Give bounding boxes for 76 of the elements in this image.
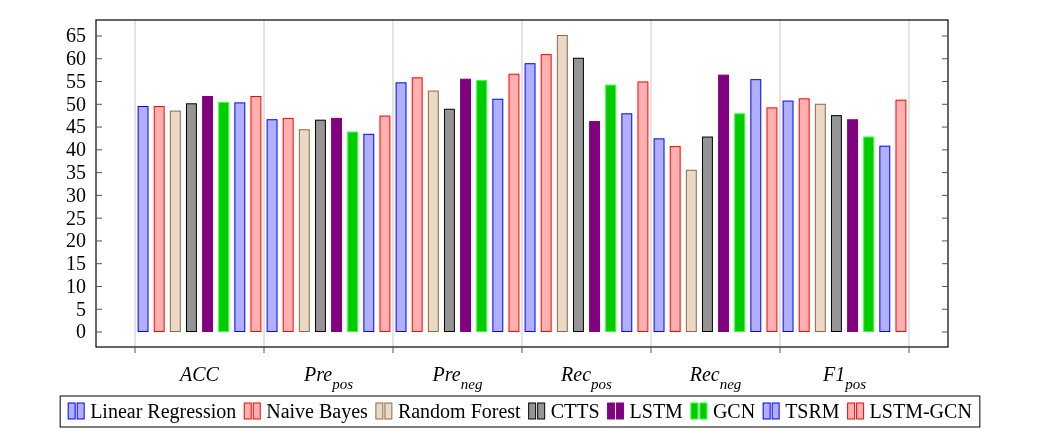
bar (621, 113, 633, 333)
bar (427, 90, 439, 333)
bar (379, 115, 391, 333)
bar (798, 98, 810, 333)
bar (750, 79, 762, 333)
y-tick-label: 10 (66, 274, 86, 297)
bar (411, 77, 423, 333)
bar (718, 74, 730, 333)
x-tick-label: Pre$_{neg}$ (431, 363, 483, 392)
y-tick-label: 0 (76, 320, 86, 343)
bar (460, 78, 472, 333)
bar (669, 146, 681, 333)
bar (218, 101, 230, 333)
y-tick-label: 35 (66, 161, 86, 184)
bar (782, 100, 794, 333)
bar (314, 119, 326, 333)
bar (202, 96, 214, 333)
legend-label: Linear Regression (90, 400, 237, 423)
bar (137, 106, 149, 333)
y-tick-label: 20 (66, 229, 86, 252)
y-tick-label: 40 (66, 138, 86, 161)
y-tick-label: 50 (66, 92, 86, 115)
bar (830, 115, 842, 333)
bar (540, 54, 552, 333)
bar (234, 102, 246, 333)
bar (653, 138, 665, 333)
bar (395, 82, 407, 333)
bar (476, 80, 488, 333)
bar (734, 113, 746, 333)
bar (492, 98, 504, 333)
bar (701, 136, 713, 333)
x-tick-label: Rec$_{neg}$ (688, 363, 742, 392)
bar (572, 57, 584, 333)
y-tick-label: 60 (66, 47, 86, 70)
bar (347, 131, 359, 333)
bar (443, 108, 455, 333)
legend-label: Naive Bayes (266, 400, 369, 423)
bar (766, 107, 778, 333)
legend-label: CTTS (550, 400, 600, 422)
legend-label: GCN (712, 400, 756, 422)
legend-label: Random Forest (397, 400, 522, 422)
y-tick-label: 25 (66, 206, 86, 229)
bar (363, 133, 375, 333)
bar (250, 96, 262, 333)
y-tick-label: 5 (76, 297, 86, 320)
bar (637, 81, 649, 333)
bar (895, 99, 907, 333)
y-tick-label: 45 (66, 115, 86, 138)
y-tick-label: 30 (66, 183, 86, 206)
bar (153, 106, 165, 333)
bar (589, 121, 601, 333)
x-tick-label: F1$_{pos}$ (821, 363, 867, 392)
bar (169, 110, 181, 333)
bar (605, 84, 617, 333)
bar (508, 73, 520, 333)
y-tick-label: 15 (66, 252, 86, 275)
x-tick-label: Pre$_{pos}$ (303, 363, 354, 392)
bar (863, 136, 875, 333)
bar (185, 103, 197, 333)
x-tick-label: Rec$_{pos}$ (560, 363, 613, 392)
bar (298, 129, 310, 333)
y-tick-label: 65 (66, 24, 86, 47)
bar (266, 119, 278, 333)
bar (879, 145, 891, 333)
bar (556, 34, 568, 333)
bar (524, 63, 536, 333)
bar (685, 169, 697, 333)
bar (282, 117, 294, 333)
bar (814, 103, 826, 333)
legend-label: TSRM (785, 400, 840, 422)
x-tick-label: ACC (178, 363, 220, 385)
bar (331, 117, 343, 333)
bar (847, 119, 859, 333)
legend-label: LSTM (629, 400, 684, 422)
legend-label: LSTM-GCN (869, 400, 972, 422)
y-tick-label: 55 (66, 69, 86, 92)
